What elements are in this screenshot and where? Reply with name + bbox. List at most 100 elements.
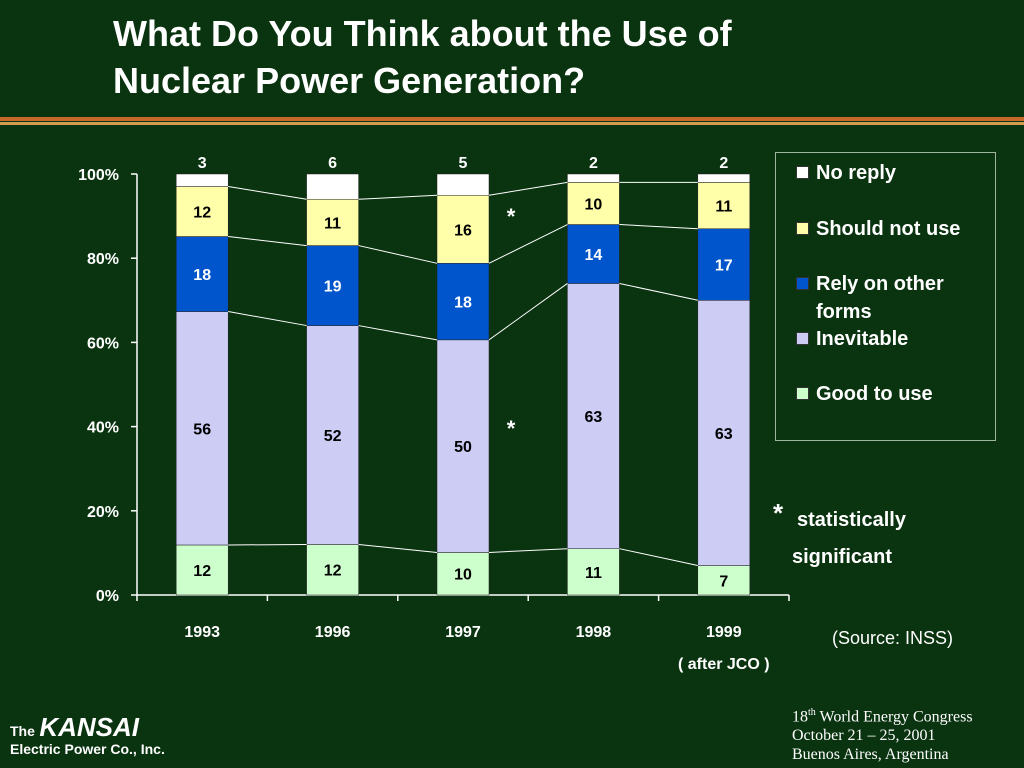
data-label: 18	[454, 295, 472, 312]
title-line-1: What Do You Think about the Use of	[113, 13, 732, 54]
legend-item: Should not use	[796, 215, 986, 243]
title-line-2: Nuclear Power Generation?	[113, 60, 586, 101]
legend-item: Good to use	[796, 380, 986, 408]
connector-line	[358, 194, 438, 200]
bar-segment	[306, 199, 359, 246]
bar-segment	[306, 325, 359, 545]
bar-segment	[697, 228, 751, 301]
data-label: 63	[585, 409, 603, 426]
connector-line	[358, 325, 438, 341]
legend-item: Inevitable	[796, 325, 986, 353]
legend-swatch	[796, 222, 809, 235]
data-label: 17	[715, 258, 733, 275]
data-label: 16	[454, 222, 472, 239]
legend: No reply Should not use Rely on other form…	[775, 152, 996, 441]
significant-label: significant	[792, 546, 893, 568]
bar-segment	[436, 195, 490, 264]
data-label: 10	[454, 567, 472, 584]
bar-segment	[697, 182, 751, 229]
conference-line-3: Buenos Aires, Argentina	[792, 746, 949, 764]
bar-segment	[175, 173, 229, 187]
bar-segment	[175, 311, 229, 546]
connector-line	[228, 543, 307, 546]
data-label: 6	[328, 155, 337, 172]
connector-line	[488, 548, 568, 553]
data-label: 12	[193, 563, 211, 580]
legend-label: No reply	[816, 162, 897, 184]
x-tick-label: 1993	[184, 624, 220, 641]
bar-segment	[697, 300, 751, 566]
bar-segment	[306, 544, 359, 596]
bar-segment	[436, 552, 490, 596]
bar-segment	[436, 173, 490, 196]
legend-label: Rely on other forms	[816, 273, 944, 323]
data-label: 7	[719, 573, 728, 590]
legend-label: Inevitable	[816, 328, 909, 350]
connector-line	[228, 236, 307, 247]
connector-line	[358, 245, 438, 264]
connector-line	[358, 543, 438, 553]
conference-line-1: 18th World Energy Congress	[792, 707, 973, 726]
header-rule-orange	[0, 117, 1024, 121]
data-label: 12	[193, 205, 211, 222]
annotation-asterisk: *	[507, 416, 516, 441]
connector-line	[619, 282, 698, 301]
bar-segment	[567, 548, 620, 596]
y-tick-label: 80%	[87, 251, 119, 268]
data-label: 2	[589, 155, 598, 172]
data-label: 50	[454, 439, 472, 456]
bar-segment	[175, 186, 229, 237]
y-tick-label: 60%	[87, 335, 119, 352]
annotation-asterisk: *	[507, 204, 516, 229]
page-title: What Do You Think about the Use of Nucle…	[113, 10, 732, 104]
bar-segment	[436, 339, 490, 553]
bar-segment	[567, 224, 620, 284]
data-label: 14	[585, 247, 603, 264]
y-tick-label: 40%	[87, 420, 119, 437]
legend-swatch	[796, 387, 809, 400]
connector-line	[488, 283, 568, 341]
x-tick-label: 1997	[445, 624, 481, 641]
connector-line	[228, 186, 307, 200]
company-logo-text: The KANSAI Electric Power Co., Inc.	[10, 712, 165, 757]
legend-item: No reply	[796, 159, 986, 187]
footer-the: The	[10, 723, 35, 739]
footer-company-sub: Electric Power Co., Inc.	[10, 741, 165, 757]
bar-segment	[175, 544, 229, 596]
connector-line	[619, 548, 698, 567]
legend-label: Should not use	[816, 218, 961, 240]
bar-segment	[306, 173, 359, 200]
bar-segment	[697, 565, 751, 596]
bar-segment	[567, 173, 620, 183]
legend-swatch	[796, 166, 809, 179]
data-label: 63	[715, 426, 733, 443]
legend-label: Good to use	[816, 383, 933, 405]
y-tick-label: 0%	[96, 588, 119, 605]
y-tick-label: 20%	[87, 504, 119, 521]
connector-line	[619, 224, 698, 230]
significance-asterisk: *	[773, 498, 784, 528]
connector-line	[228, 311, 307, 327]
source-label: (Source: INSS)	[832, 628, 954, 648]
connector-line	[488, 181, 568, 196]
data-label: 12	[324, 563, 342, 580]
connector-line	[488, 224, 568, 264]
x-tick-label: 1999	[706, 624, 742, 641]
x-tick-label: 1996	[315, 624, 351, 641]
legend-swatch	[796, 332, 809, 345]
bar-segment	[306, 245, 359, 326]
bar-segment	[567, 283, 620, 549]
footer-kansai: KANSAI	[39, 712, 140, 742]
data-label: 10	[585, 196, 603, 213]
stacked-bar-chart: 0%20%40%60%80%100%1256181231993125219116…	[78, 155, 790, 673]
conference-info: 18th World Energy Congress October 21 – …	[792, 703, 973, 764]
bar-segment	[697, 173, 751, 183]
header-rule-gold	[0, 122, 1024, 125]
data-label: 5	[459, 155, 468, 172]
bar-segment	[436, 263, 490, 341]
conference-line-2: October 21 – 25, 2001	[792, 727, 936, 745]
data-label: 3	[198, 155, 207, 172]
data-label: 56	[193, 421, 211, 438]
legend-swatch	[796, 277, 809, 290]
y-tick-label: 100%	[78, 167, 119, 184]
